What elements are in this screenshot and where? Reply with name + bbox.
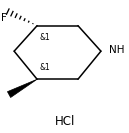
- Text: &1: &1: [40, 33, 50, 42]
- Text: NH: NH: [109, 45, 124, 55]
- Polygon shape: [7, 79, 37, 97]
- Text: HCl: HCl: [55, 115, 75, 128]
- Text: &1: &1: [40, 63, 50, 72]
- Text: F: F: [1, 13, 7, 23]
